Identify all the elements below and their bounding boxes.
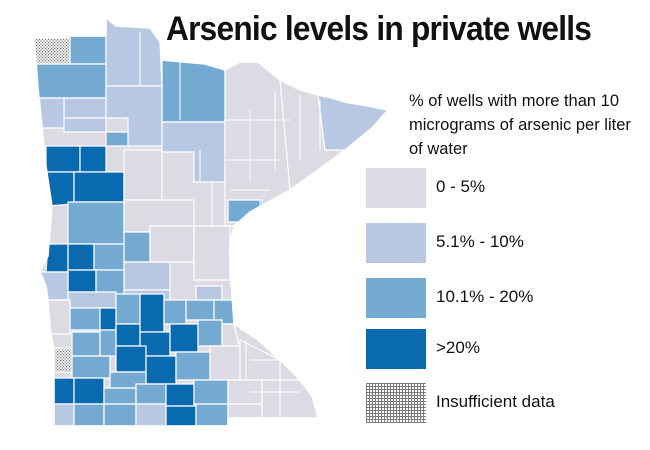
county-6 bbox=[63, 117, 107, 133]
legend-item-medium: 5.1% - 10% bbox=[366, 223, 636, 263]
county-52 bbox=[175, 351, 211, 381]
page-title: Arsenic levels in private wells bbox=[166, 10, 592, 48]
county-45 bbox=[197, 319, 223, 347]
county-7 bbox=[161, 59, 226, 123]
county-65 bbox=[53, 403, 75, 426]
county-59 bbox=[103, 387, 137, 405]
county-50 bbox=[115, 345, 147, 373]
county-27 bbox=[93, 243, 125, 271]
county-4 bbox=[63, 97, 107, 119]
county-12 bbox=[105, 131, 129, 147]
legend-item-low: 0 - 5% bbox=[366, 168, 636, 208]
county-16 bbox=[73, 171, 125, 203]
county-58 bbox=[73, 377, 105, 405]
county-layer bbox=[34, 18, 388, 426]
legend-item-insufficient: Insufficient data bbox=[366, 383, 636, 423]
county-17 bbox=[67, 201, 125, 245]
county-66 bbox=[73, 403, 105, 426]
county-49 bbox=[99, 329, 117, 357]
legend-swatch-very-high bbox=[366, 329, 426, 369]
county-19 bbox=[227, 199, 263, 223]
county-53 bbox=[209, 345, 241, 381]
county-23 bbox=[149, 225, 195, 263]
county-0 bbox=[34, 37, 71, 65]
county-69 bbox=[165, 405, 197, 426]
county-36 bbox=[163, 299, 187, 325]
county-3 bbox=[34, 63, 107, 99]
county-41 bbox=[99, 307, 117, 331]
county-48 bbox=[71, 331, 101, 357]
legend-item-high: 10.1% - 20% bbox=[366, 278, 636, 318]
county-14 bbox=[79, 145, 107, 173]
county-1 bbox=[69, 35, 107, 65]
county-70 bbox=[195, 403, 229, 426]
county-38 bbox=[195, 285, 223, 301]
county-47 bbox=[53, 347, 73, 373]
legend-swatch-medium bbox=[366, 223, 426, 263]
legend-item-very-high: >20% bbox=[366, 329, 636, 369]
county-28 bbox=[67, 269, 97, 293]
county-42 bbox=[115, 323, 141, 347]
legend-swatch-low bbox=[366, 168, 426, 208]
legend-label-medium: 5.1% - 10% bbox=[436, 232, 524, 251]
county-61 bbox=[165, 383, 195, 407]
county-13 bbox=[45, 145, 81, 173]
county-32 bbox=[67, 291, 117, 309]
county-26 bbox=[67, 243, 95, 271]
county-57 bbox=[53, 377, 75, 405]
county-35 bbox=[139, 293, 165, 333]
county-24 bbox=[193, 225, 231, 281]
county-21 bbox=[123, 231, 151, 263]
legend-swatch-insufficient bbox=[366, 383, 426, 423]
county-71 bbox=[227, 403, 263, 419]
legend-label-high: 10.1% - 20% bbox=[436, 287, 534, 306]
county-22 bbox=[123, 261, 171, 291]
county-68 bbox=[135, 403, 167, 426]
county-60 bbox=[135, 383, 167, 405]
county-29 bbox=[95, 269, 125, 295]
county-30 bbox=[39, 271, 69, 301]
county-18 bbox=[123, 149, 163, 201]
county-55 bbox=[71, 355, 111, 379]
county-33 bbox=[47, 299, 71, 335]
legend-swatch-high bbox=[366, 278, 426, 318]
county-34 bbox=[115, 293, 141, 325]
county-62 bbox=[193, 379, 229, 405]
county-64 bbox=[261, 379, 319, 419]
county-40 bbox=[69, 307, 101, 331]
legend-heading: % of wells with more than 10 micrograms … bbox=[409, 92, 631, 158]
county-51 bbox=[145, 355, 177, 385]
legend-label-very-high: >20% bbox=[436, 338, 480, 357]
legend-label-insufficient: Insufficient data bbox=[436, 392, 555, 411]
county-37 bbox=[185, 299, 215, 321]
county-67 bbox=[103, 403, 137, 426]
legend-label-low: 0 - 5% bbox=[436, 177, 486, 196]
county-44 bbox=[169, 323, 199, 353]
